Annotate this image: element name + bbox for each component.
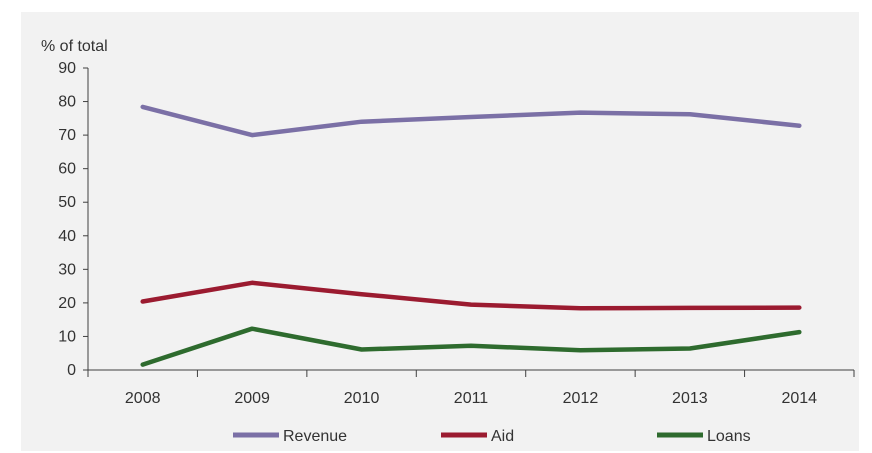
x-tick-label: 2013 — [672, 390, 708, 407]
x-tick-label: 2012 — [563, 390, 599, 407]
y-tick-label: 30 — [58, 261, 76, 278]
y-tick-label: 60 — [58, 161, 76, 178]
x-tick-label: 2014 — [781, 390, 817, 407]
y-tick-label: 90 — [58, 60, 76, 77]
y-tick-label: 20 — [58, 295, 76, 312]
x-tick-label: 2009 — [234, 390, 270, 407]
legend-label-loans: Loans — [707, 428, 751, 445]
y-axis-unit-label: % of total — [41, 38, 108, 55]
y-tick-label: 80 — [58, 94, 76, 111]
series-line-loans — [140, 326, 802, 367]
x-tick-label: 2010 — [344, 390, 380, 407]
x-tick-label: 2011 — [454, 390, 489, 407]
y-tick-label: 0 — [67, 362, 76, 379]
x-tick-label: 2008 — [125, 390, 161, 407]
x-axis: 2008 2009 2010 2011 2012 2013 2014 — [87, 369, 855, 407]
y-tick-label: 50 — [58, 194, 76, 211]
series-line-aid — [140, 280, 802, 311]
chart-panel: % of total 0 10 20 30 40 50 60 70 80 90 2008 2009 2… — [21, 12, 859, 451]
y-tick-label: 10 — [58, 328, 76, 345]
series-line-revenue — [140, 104, 802, 138]
y-tick-label: 70 — [58, 127, 76, 144]
y-tick-label: 40 — [58, 228, 76, 245]
y-axis: 0 10 20 30 40 50 60 70 80 90 — [58, 60, 89, 379]
series-layer — [140, 104, 802, 367]
legend: Revenue Aid Loans — [233, 428, 751, 445]
legend-label-aid: Aid — [491, 428, 514, 445]
legend-label-revenue: Revenue — [283, 428, 347, 445]
